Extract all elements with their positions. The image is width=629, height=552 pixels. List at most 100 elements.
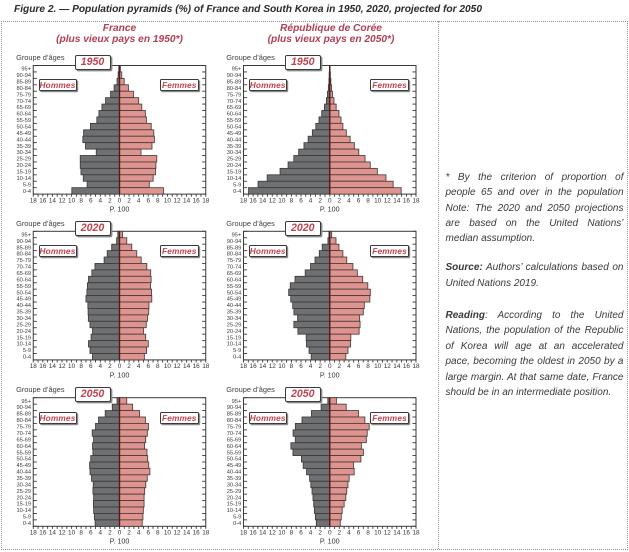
svg-text:10: 10 (374, 197, 382, 204)
svg-text:4: 4 (347, 530, 351, 537)
svg-text:25-29: 25-29 (17, 489, 32, 495)
svg-text:55-59: 55-59 (227, 450, 242, 456)
svg-text:2: 2 (338, 530, 342, 537)
svg-text:4: 4 (137, 530, 141, 537)
svg-text:12: 12 (269, 363, 277, 370)
svg-text:40-44: 40-44 (17, 303, 32, 309)
svg-text:50-54: 50-54 (227, 457, 242, 463)
svg-text:4: 4 (99, 197, 103, 204)
svg-text:25-29: 25-29 (17, 157, 32, 163)
svg-text:50-54: 50-54 (17, 457, 32, 463)
svg-text:40-44: 40-44 (17, 137, 32, 143)
svg-text:65-69: 65-69 (227, 271, 242, 277)
svg-text:16: 16 (403, 530, 411, 537)
svg-text:10: 10 (164, 530, 172, 537)
svg-text:45-49: 45-49 (227, 463, 242, 469)
svg-text:30-34: 30-34 (17, 482, 32, 488)
svg-text:16: 16 (250, 363, 258, 370)
svg-text:75-79: 75-79 (17, 92, 32, 98)
svg-text:95+: 95+ (21, 399, 31, 405)
svg-text:10-14: 10-14 (17, 176, 32, 182)
svg-text:18: 18 (202, 197, 210, 204)
svg-text:16: 16 (193, 363, 201, 370)
svg-text:14: 14 (259, 363, 267, 370)
svg-text:2: 2 (127, 197, 131, 204)
svg-text:15-19: 15-19 (227, 502, 242, 508)
svg-text:14: 14 (393, 197, 401, 204)
svg-text:8: 8 (290, 363, 294, 370)
svg-text:6: 6 (89, 363, 93, 370)
svg-text:12: 12 (58, 530, 66, 537)
svg-text:4: 4 (347, 363, 351, 370)
svg-text:0: 0 (118, 197, 122, 204)
svg-text:60-64: 60-64 (17, 277, 32, 283)
svg-text:6: 6 (299, 530, 303, 537)
svg-text:15-19: 15-19 (17, 335, 32, 341)
svg-text:0: 0 (118, 530, 122, 537)
svg-text:8: 8 (79, 363, 83, 370)
svg-text:35-39: 35-39 (17, 476, 32, 482)
svg-text:6: 6 (357, 197, 361, 204)
svg-text:12: 12 (173, 363, 181, 370)
svg-text:14: 14 (183, 530, 191, 537)
svg-text:40-44: 40-44 (227, 470, 242, 476)
svg-text:55-59: 55-59 (227, 284, 242, 290)
svg-text:2: 2 (127, 530, 131, 537)
svg-text:0: 0 (328, 530, 332, 537)
svg-text:90-94: 90-94 (227, 405, 242, 411)
svg-text:10: 10 (278, 363, 286, 370)
svg-text:18: 18 (412, 530, 420, 537)
svg-text:95+: 95+ (232, 67, 242, 73)
svg-text:6: 6 (146, 363, 150, 370)
svg-text:4: 4 (137, 197, 141, 204)
svg-text:14: 14 (393, 530, 401, 537)
svg-text:10: 10 (278, 197, 286, 204)
svg-text:10: 10 (278, 530, 286, 537)
svg-text:35-39: 35-39 (227, 476, 242, 482)
svg-text:65-69: 65-69 (227, 437, 242, 443)
svg-text:95+: 95+ (232, 232, 242, 238)
svg-text:16: 16 (403, 197, 411, 204)
svg-text:25-29: 25-29 (227, 322, 242, 328)
svg-text:90-94: 90-94 (227, 239, 242, 245)
svg-text:45-49: 45-49 (17, 297, 32, 303)
svg-text:30-34: 30-34 (227, 150, 242, 156)
svg-text:6: 6 (299, 363, 303, 370)
svg-text:0-4: 0-4 (233, 189, 241, 195)
svg-text:8: 8 (156, 197, 160, 204)
svg-text:20-24: 20-24 (227, 495, 242, 501)
svg-text:20-24: 20-24 (17, 495, 32, 501)
svg-text:8: 8 (79, 530, 83, 537)
svg-text:35-39: 35-39 (227, 310, 242, 316)
svg-text:30-34: 30-34 (227, 482, 242, 488)
svg-text:6: 6 (146, 530, 150, 537)
svg-text:5-9: 5-9 (233, 515, 241, 521)
svg-text:14: 14 (183, 363, 191, 370)
svg-text:45-49: 45-49 (17, 463, 32, 469)
svg-text:50-54: 50-54 (227, 290, 242, 296)
svg-text:12: 12 (58, 197, 66, 204)
svg-text:20-24: 20-24 (227, 329, 242, 335)
svg-text:65-69: 65-69 (17, 437, 32, 443)
svg-text:2: 2 (108, 530, 112, 537)
svg-text:40-44: 40-44 (227, 303, 242, 309)
svg-text:12: 12 (173, 197, 181, 204)
svg-text:2: 2 (318, 363, 322, 370)
svg-text:14: 14 (49, 530, 57, 537)
svg-text:12: 12 (173, 530, 181, 537)
svg-text:2: 2 (108, 363, 112, 370)
svg-text:20-24: 20-24 (17, 329, 32, 335)
svg-text:35-39: 35-39 (17, 310, 32, 316)
svg-text:4: 4 (99, 363, 103, 370)
svg-text:14: 14 (259, 530, 267, 537)
svg-text:10: 10 (68, 363, 76, 370)
svg-text:0-4: 0-4 (23, 521, 31, 527)
svg-text:6: 6 (357, 363, 361, 370)
svg-text:15-19: 15-19 (227, 335, 242, 341)
svg-text:0-4: 0-4 (233, 355, 241, 361)
svg-text:18: 18 (202, 363, 210, 370)
svg-text:10-14: 10-14 (227, 342, 242, 348)
svg-text:P. 100: P. 100 (320, 205, 340, 214)
svg-text:95+: 95+ (21, 67, 31, 73)
svg-text:85-89: 85-89 (17, 79, 32, 85)
